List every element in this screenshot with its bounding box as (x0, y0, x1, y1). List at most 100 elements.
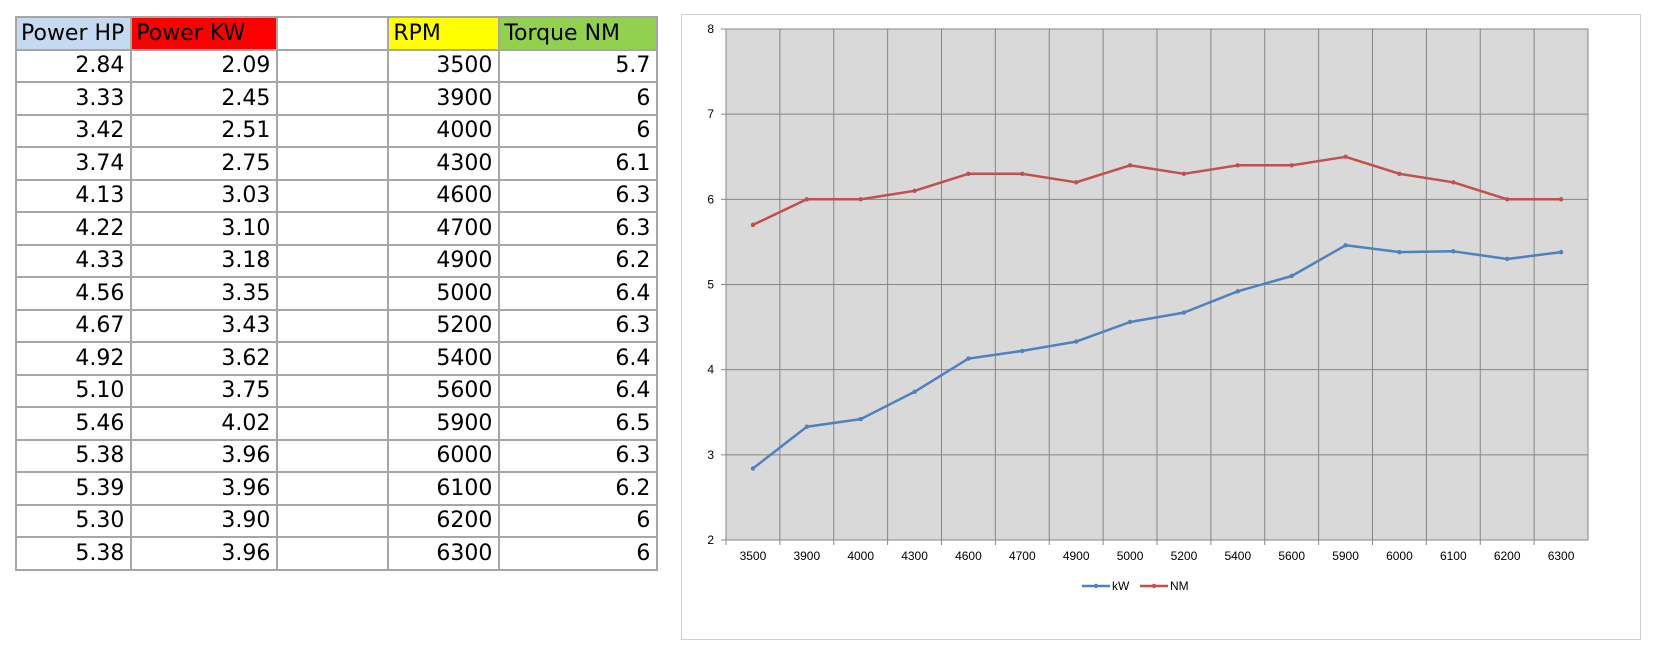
table-cell[interactable]: 3.74 (14, 146, 133, 181)
table-cell[interactable]: 3900 (387, 81, 501, 116)
table-cell[interactable]: 6.4 (498, 341, 659, 376)
table-cell[interactable]: 3.90 (130, 503, 279, 538)
table-cell[interactable] (276, 48, 390, 83)
table-cell[interactable]: 2.84 (14, 48, 133, 83)
table-cell[interactable]: 3.62 (130, 341, 279, 376)
data-point (1235, 289, 1241, 294)
table-cell[interactable]: 3.96 (130, 471, 279, 506)
table-cell[interactable] (276, 373, 390, 408)
table-cell[interactable]: 2.09 (130, 48, 279, 83)
table-cell[interactable] (276, 438, 390, 473)
table-cell[interactable]: 3.75 (130, 373, 279, 408)
table-cell[interactable]: 5400 (387, 341, 501, 376)
table-cell[interactable]: 6.4 (498, 276, 659, 311)
table-cell[interactable]: 6.2 (498, 471, 659, 506)
table-cell[interactable]: 4300 (387, 146, 501, 181)
table-cell[interactable]: 4.92 (14, 341, 133, 376)
table-cell[interactable]: 5.39 (14, 471, 133, 506)
table-cell[interactable]: 4.33 (14, 243, 133, 278)
table-cell[interactable]: 3.35 (130, 276, 279, 311)
table-cell[interactable]: 5600 (387, 373, 501, 408)
y-tick-label: 2 (707, 533, 714, 547)
table-row: 4.13 3.03 4600 6.3 (14, 178, 659, 213)
table-cell[interactable]: 4.02 (130, 406, 279, 441)
header-cell[interactable]: Power HP (14, 16, 133, 51)
table-cell[interactable]: 4600 (387, 178, 501, 213)
y-tick-label: 6 (707, 192, 714, 206)
table-cell[interactable] (276, 146, 390, 181)
table-cell[interactable]: 2.45 (130, 81, 279, 116)
table-cell[interactable] (276, 243, 390, 278)
header-cell[interactable]: Torque NM (498, 16, 659, 51)
table-cell[interactable]: 4900 (387, 243, 501, 278)
table-cell[interactable]: 5.10 (14, 373, 133, 408)
table-cell[interactable] (276, 308, 390, 343)
table-body: 2.84 2.09 3500 5.7 3.33 2.45 3900 6 3.42 2.51 4000… (14, 48, 659, 571)
table-cell[interactable]: 5200 (387, 308, 501, 343)
table-cell[interactable]: 3500 (387, 48, 501, 83)
table-cell[interactable] (276, 211, 390, 246)
table-cell[interactable] (276, 503, 390, 538)
table-cell[interactable]: 4000 (387, 113, 501, 148)
table-cell[interactable]: 4.13 (14, 178, 133, 213)
table-cell[interactable]: 3.10 (130, 211, 279, 246)
table-cell[interactable]: 6100 (387, 471, 501, 506)
table-cell[interactable]: 6200 (387, 503, 501, 538)
data-point (1127, 319, 1133, 325)
data-point (1020, 171, 1025, 176)
table-cell[interactable] (276, 406, 390, 441)
table-cell[interactable]: 3.96 (130, 438, 279, 473)
table-cell[interactable]: 6300 (387, 536, 501, 571)
table-cell[interactable] (276, 276, 390, 311)
x-tick-label: 5000 (1117, 549, 1144, 563)
data-point (804, 197, 810, 202)
table-cell[interactable]: 6.4 (498, 373, 659, 408)
table-cell[interactable] (276, 341, 390, 376)
table-cell[interactable]: 4.22 (14, 211, 133, 246)
table-cell[interactable]: 5000 (387, 276, 501, 311)
table-cell[interactable]: 3.18 (130, 243, 279, 278)
header-cell[interactable]: Power KW (130, 16, 279, 51)
y-tick-label: 7 (707, 107, 714, 121)
table-cell[interactable]: 6.1 (498, 146, 659, 181)
data-point (1289, 163, 1294, 168)
table-cell[interactable]: 3.03 (130, 178, 279, 213)
table-cell[interactable]: 6 (498, 536, 659, 571)
table-cell[interactable]: 6000 (387, 438, 501, 473)
table-cell[interactable] (276, 471, 390, 506)
table-cell[interactable]: 3.43 (130, 308, 279, 343)
table-cell[interactable]: 6.5 (498, 406, 659, 441)
table-cell[interactable]: 2.75 (130, 146, 279, 181)
table-cell[interactable]: 6.2 (498, 243, 659, 278)
table-cell[interactable]: 4.67 (14, 308, 133, 343)
table-cell[interactable]: 5.30 (14, 503, 133, 538)
table-cell[interactable]: 5900 (387, 406, 501, 441)
table-cell[interactable]: 6.3 (498, 438, 659, 473)
table-cell[interactable]: 3.42 (14, 113, 133, 148)
table-cell[interactable] (276, 113, 390, 148)
x-tick-label: 6000 (1386, 549, 1413, 563)
table-cell[interactable]: 5.46 (14, 406, 133, 441)
table-cell[interactable] (276, 81, 390, 116)
table-cell[interactable]: 6 (498, 503, 659, 538)
table-cell[interactable]: 5.38 (14, 438, 133, 473)
table-cell[interactable]: 3.96 (130, 536, 279, 571)
table-cell[interactable]: 5.7 (498, 48, 659, 83)
table-cell[interactable]: 6.3 (498, 211, 659, 246)
table-cell[interactable]: 4.56 (14, 276, 133, 311)
table-cell[interactable]: 4700 (387, 211, 501, 246)
table-cell[interactable]: 2.51 (130, 113, 279, 148)
x-tick-label: 4600 (955, 549, 982, 563)
x-tick-label: 4700 (1009, 549, 1036, 563)
data-point (858, 416, 863, 422)
table-cell[interactable]: 6.3 (498, 178, 659, 213)
table-cell[interactable]: 3.33 (14, 81, 133, 116)
table-cell[interactable]: 6 (498, 113, 659, 148)
table-cell[interactable] (276, 536, 390, 571)
table-cell[interactable]: 6 (498, 81, 659, 116)
header-cell[interactable]: RPM (387, 16, 501, 51)
table-cell[interactable]: 5.38 (14, 536, 133, 571)
header-cell[interactable] (276, 16, 390, 51)
table-cell[interactable]: 6.3 (498, 308, 659, 343)
table-cell[interactable] (276, 178, 390, 213)
